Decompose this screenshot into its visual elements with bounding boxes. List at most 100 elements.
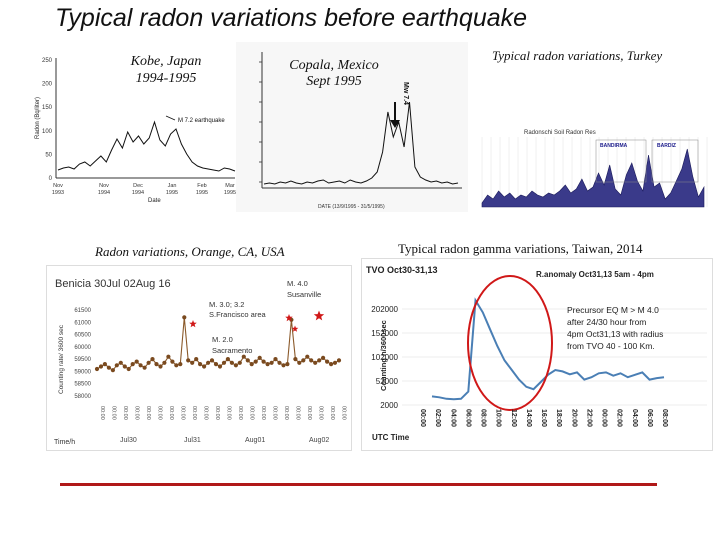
kobe-y-tick-label: 200 xyxy=(42,82,53,88)
taiwan-x-tick-label: 04:00 xyxy=(631,409,638,427)
orange-x-tick-label: 00:00 xyxy=(122,406,128,420)
orange-data-point xyxy=(241,354,246,359)
kobe-y-tick-label: 0 xyxy=(49,176,53,182)
orange-x-tick-label: 00:00 xyxy=(329,406,335,420)
orange-data-point xyxy=(178,362,183,367)
orange-data-point xyxy=(249,362,254,367)
kobe-caption: Kobe, Japan 1994-1995 xyxy=(127,53,205,87)
taiwan-x-tick-label: 06:00 xyxy=(464,409,471,427)
orange-data-point xyxy=(206,360,211,365)
taiwan-anomaly-label: R.anomaly Oct31,13 5am - 4pm xyxy=(536,270,654,279)
orange-chart: Benicia 30Jul 02Aug 16 Counting rate/ 36… xyxy=(54,278,347,446)
taiwan-note-line: 4pm Oct31,13 with radius xyxy=(567,329,663,339)
orange-data-point xyxy=(202,364,207,369)
orange-data-point xyxy=(257,355,262,360)
orange-data-point xyxy=(301,358,306,363)
orange-data-point xyxy=(329,362,334,367)
orange-data-point xyxy=(233,363,238,368)
kobe-y-axis-label: Radon (Bq/liter) xyxy=(35,97,41,139)
orange-data-point xyxy=(150,357,155,362)
kobe-x-tick-year: 1995 xyxy=(224,190,236,196)
taiwan-note-line: after 24/30 hour from xyxy=(567,317,646,327)
orange-date-label: Aug02 xyxy=(309,437,329,444)
orange-data-point xyxy=(170,359,175,364)
orange-x-tick-label: 00:00 xyxy=(237,406,243,420)
bottom-divider xyxy=(60,483,657,486)
orange-data-point xyxy=(126,366,131,372)
orange-data-point xyxy=(293,357,298,362)
taiwan-x-tick-label: 08:00 xyxy=(480,409,487,427)
orange-data-point xyxy=(269,360,274,365)
turkey-caption: Typical radon variations, Turkey xyxy=(492,48,663,63)
orange-data-point xyxy=(313,360,318,365)
orange-data-point xyxy=(162,360,167,365)
orange-data-point xyxy=(305,354,310,359)
orange-x-tick-label: 00:00 xyxy=(249,406,255,420)
orange-data-point xyxy=(209,358,215,363)
orange-caption: Radon variations, Orange, CA, USA xyxy=(95,244,285,259)
orange-x-tick-label: 00:00 xyxy=(134,406,140,420)
earthquake-star-icon xyxy=(313,310,325,321)
orange-data-point xyxy=(130,362,135,367)
kobe-series-line xyxy=(57,120,236,172)
orange-data-point xyxy=(166,354,171,359)
orange-data-point xyxy=(309,358,314,363)
turkey-panel: Typical radon variations, Turkey Radonsc… xyxy=(468,41,716,209)
orange-data-point xyxy=(325,359,330,364)
kobe-x-tick-year: 1993 xyxy=(52,190,64,196)
orange-data-point xyxy=(98,364,104,369)
orange-data-point xyxy=(174,363,179,368)
turkey-chart: Radonschi Soil Radon Res BANDIRMA BARDIZ xyxy=(474,125,714,209)
orange-data-point xyxy=(321,355,326,360)
orange-data-point xyxy=(190,360,195,365)
orange-y-tick-label: 58500 xyxy=(74,382,91,388)
kobe-x-tick-month: Dec xyxy=(133,183,143,189)
kobe-x-tick-month: Nov xyxy=(53,183,63,189)
taiwan-note-line: Precursor EQ M > M 4.0 xyxy=(567,305,659,315)
kobe-x-tick-month: Jan xyxy=(168,183,177,189)
kobe-x-tick-year: 1995 xyxy=(166,190,178,196)
orange-date-label: Jul31 xyxy=(184,437,201,444)
kobe-x-tick-month: Mar xyxy=(225,183,235,189)
taiwan-y-tick-label: 52000 xyxy=(376,377,399,386)
orange-data-point xyxy=(182,315,187,320)
kobe-y-tick-label: 100 xyxy=(42,129,53,135)
orange-x-tick-label: 00:00 xyxy=(226,406,232,420)
orange-data-point xyxy=(281,363,286,368)
orange-x-tick-label: 00:00 xyxy=(283,406,289,420)
orange-date-label: Aug01 xyxy=(245,437,265,444)
orange-data-point xyxy=(217,364,223,369)
orange-x-tick-label: 00:00 xyxy=(145,406,151,420)
orange-data-point xyxy=(317,358,322,363)
kobe-x-tick-year: 1995 xyxy=(196,190,208,196)
orange-data-point xyxy=(213,362,219,367)
kobe-caption-line1: Kobe, Japan xyxy=(130,54,202,69)
orange-x-tick-label: 00:00 xyxy=(341,406,347,420)
slide-title: Typical radon variations before earthqua… xyxy=(55,4,528,32)
orange-data-point xyxy=(253,359,258,364)
orange-annotation-m30-line1: M. 3.0; 3.2 xyxy=(209,300,244,309)
orange-annotation-m20-line1: M. 2.0 xyxy=(212,335,233,344)
orange-data-point xyxy=(198,362,203,367)
kobe-y-tick-label: 250 xyxy=(42,58,53,64)
taiwan-x-tick-label: 02:00 xyxy=(434,409,441,427)
orange-x-axis-label: Time/h xyxy=(54,439,75,446)
orange-x-tick-label: 00:00 xyxy=(272,406,278,420)
copala-chart: Mw 7.4 DATE (13/9/1995 - 31/5/1995) xyxy=(236,42,468,212)
kobe-x-tick-year: 1994 xyxy=(132,190,144,196)
orange-data-point xyxy=(265,362,270,367)
taiwan-x-tick-label: 22:00 xyxy=(585,409,592,427)
orange-data-point xyxy=(285,362,290,367)
orange-data-point xyxy=(186,358,191,363)
kobe-chart: 250 200 150 100 50 0 Radon (Bq/liter) M 7.2 e… xyxy=(35,58,236,204)
kobe-x-tick-month: Feb xyxy=(197,183,206,189)
taiwan-x-tick-label: 18:00 xyxy=(555,409,562,427)
kobe-y-tick-label: 150 xyxy=(42,105,53,111)
orange-data-point xyxy=(229,360,234,365)
taiwan-y-tick-label: 102000 xyxy=(371,353,398,362)
orange-data-point xyxy=(158,364,163,369)
kobe-annotation: M 7.2 earthquake xyxy=(178,118,225,124)
orange-data-point xyxy=(245,358,250,363)
orange-data-point xyxy=(118,360,123,365)
orange-y-tick-label: 59000 xyxy=(74,369,91,375)
